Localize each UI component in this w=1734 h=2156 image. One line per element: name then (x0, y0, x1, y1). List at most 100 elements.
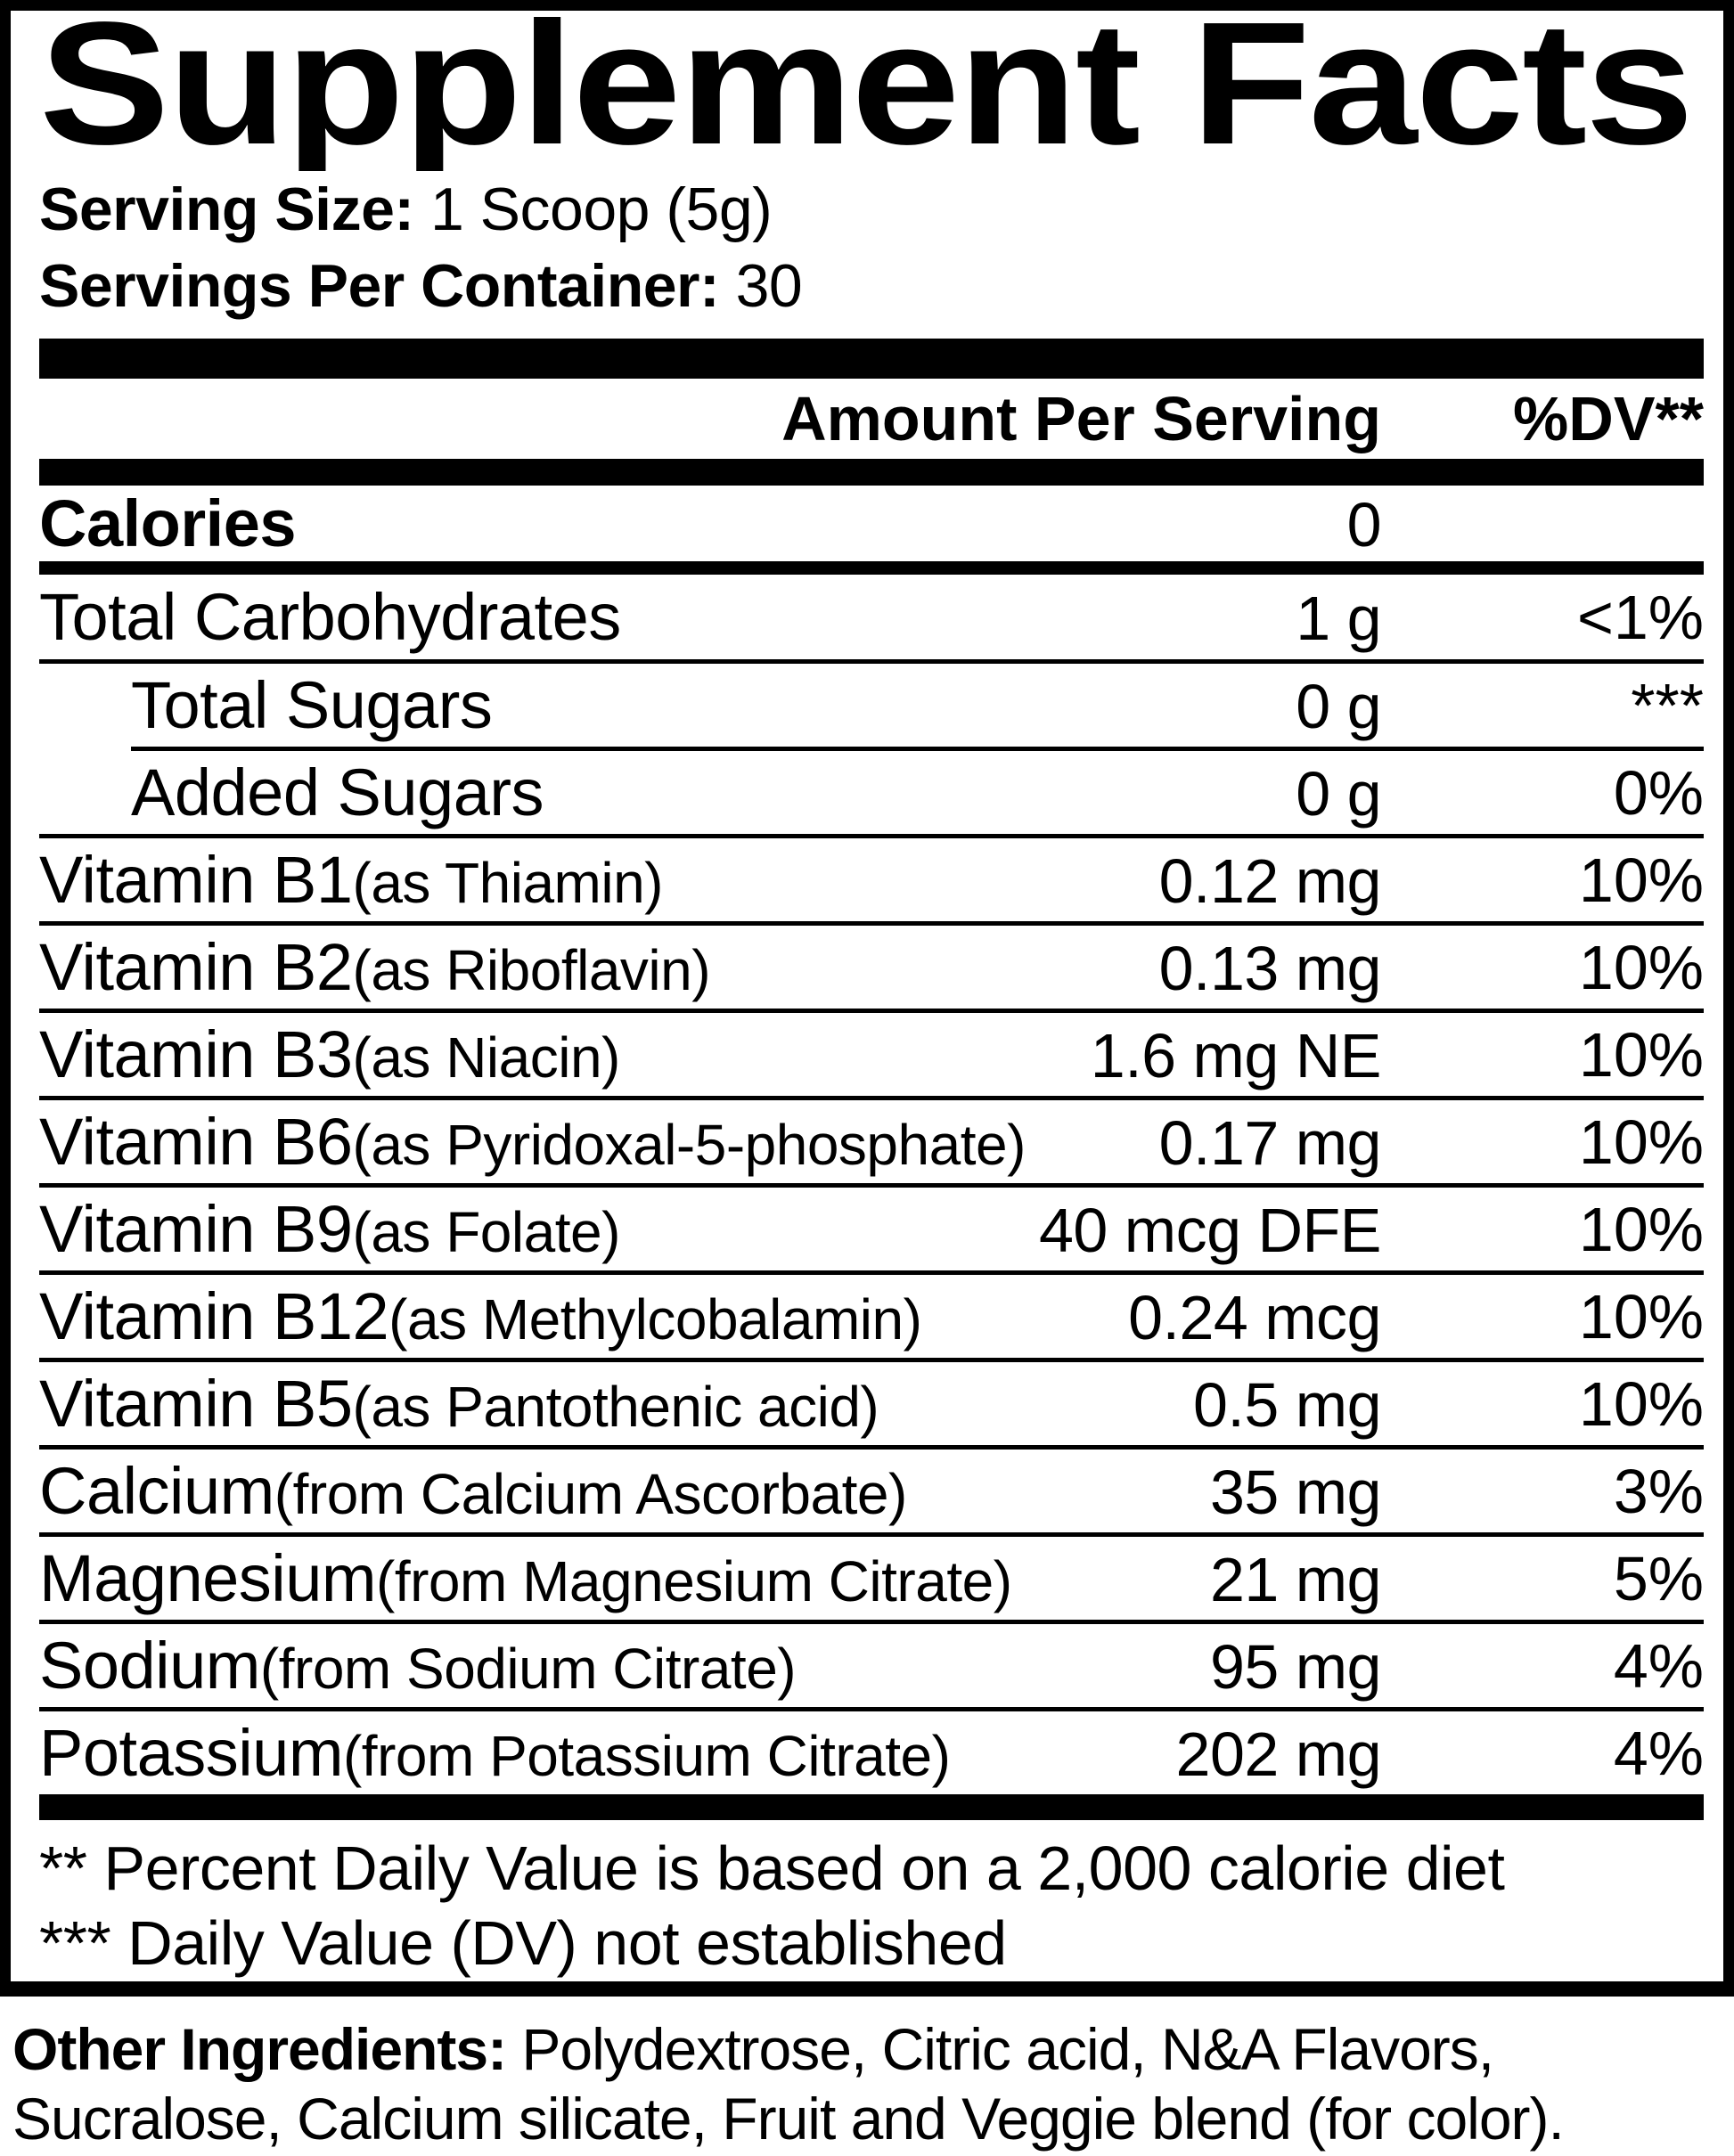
other-ingredients-line-1: Other Ingredients: Polydextrose, Citric … (12, 2014, 1734, 2084)
table-row: Vitamin B6(as Pyridoxal-5-phosphate) 0.17… (39, 1096, 1704, 1183)
nutrient-name: Potassium(from Potassium Citrate) (39, 1716, 951, 1790)
divider-bar-top (39, 339, 1704, 379)
nutrient-name: Magnesium(from Magnesium Citrate) (39, 1541, 1012, 1615)
nutrient-detail: (from Sodium Citrate) (259, 1637, 797, 1701)
table-row: Vitamin B2(as Riboflavin) 0.13 mg 10% (39, 921, 1704, 1009)
nutrient-name: Vitamin B5(as Pantothenic acid) (39, 1367, 879, 1441)
serving-size-line: Serving Size: 1 Scoop (5g) (39, 171, 1704, 248)
nutrient-amount: 40 mcg DFE (1039, 1196, 1382, 1265)
servings-per-container-label: Servings Per Container: (39, 252, 720, 320)
table-row: Added Sugars 0 g 0% (131, 747, 1704, 834)
other-ingredients-line-2: Sucralose, Calcium silicate, Fruit and V… (12, 2086, 1565, 2152)
row-left-cell: Calories 0 (39, 486, 1382, 561)
nutrient-amount: 202 mg (1175, 1719, 1382, 1789)
row-left-cell: Calcium(from Calcium Ascorbate) 35 mg (39, 1453, 1382, 1529)
divider-bar-bottom (39, 1794, 1704, 1820)
nutrient-detail: (as Niacin) (352, 1025, 621, 1090)
page-title: Supplement Facts (39, 11, 1694, 171)
nutrient-name: Vitamin B9(as Folate) (39, 1192, 621, 1266)
row-left-cell: Vitamin B5(as Pantothenic acid) 0.5 mg (39, 1366, 1382, 1441)
amount-per-serving-header: Amount Per Serving (781, 384, 1381, 453)
nutrient-name: Added Sugars (131, 755, 544, 829)
other-ingredients-text-1: Polydextrose, Citric acid, N&A Flavors, (521, 2016, 1494, 2082)
footnote-daily-value: ** Percent Daily Value is based on a 2,0… (39, 1833, 1505, 1903)
table-row: Potassium(from Potassium Citrate) 202 mg 4… (39, 1707, 1704, 1794)
row-left-cell: Added Sugars 0 g (131, 755, 1381, 830)
table-row: Vitamin B9(as Folate) 40 mcg DFE 10% (39, 1183, 1704, 1270)
nutrient-name: Vitamin B6(as Pyridoxal-5-phosphate) (39, 1105, 1026, 1179)
nutrient-dv: 5% (1613, 1543, 1704, 1613)
servings-per-container-line: Servings Per Container: 30 (39, 248, 1704, 324)
nutrient-name: Calcium(from Calcium Ascorbate) (39, 1454, 907, 1528)
nutrient-dv: 4% (1613, 1718, 1704, 1788)
table-row: Vitamin B3(as Niacin) 1.6 mg NE 10% (39, 1009, 1704, 1096)
nutrient-amount: 0.13 mg (1158, 934, 1382, 1003)
nutrient-name: Total Carbohydrates (39, 580, 621, 654)
row-left-cell: Vitamin B2(as Riboflavin) 0.13 mg (39, 929, 1382, 1005)
nutrient-dv: 10% (1578, 845, 1704, 915)
other-ingredients: Other Ingredients: Polydextrose, Citric … (12, 2014, 1734, 2153)
title-wrap: Supplement Facts (39, 11, 1704, 171)
nutrient-detail: (as Pyridoxal-5-phosphate) (352, 1113, 1026, 1177)
row-left-cell: Total Carbohydrates 1 g (39, 579, 1381, 655)
nutrient-detail: (from Potassium Citrate) (342, 1724, 951, 1788)
nutrient-dv: 3% (1613, 1456, 1704, 1526)
nutrient-detail: (as Methylcobalamin) (389, 1287, 922, 1352)
row-left-cell: Magnesium(from Magnesium Citrate) 21 mg (39, 1540, 1382, 1616)
row-left-cell: Total Sugars 0 g (39, 667, 1381, 743)
table-row: Total Sugars 0 g *** (39, 659, 1704, 747)
nutrient-detail: (as Pantothenic acid) (352, 1375, 879, 1439)
nutrient-amount: 35 mg (1209, 1458, 1382, 1527)
table-row: Vitamin B5(as Pantothenic acid) 0.5 mg 10% (39, 1358, 1704, 1445)
serving-size-label: Serving Size: (39, 176, 414, 243)
table-row: Calories 0 (39, 486, 1704, 561)
nutrient-dv: 10% (1578, 1107, 1704, 1177)
nutrient-dv: 10% (1578, 1368, 1704, 1439)
nutrient-amount: 95 mg (1209, 1632, 1382, 1702)
nutrient-dv: 10% (1578, 1194, 1704, 1264)
nutrient-name: Vitamin B12(as Methylcobalamin) (39, 1279, 922, 1353)
nutrient-dv: 10% (1578, 1281, 1704, 1352)
row-left-cell: Vitamin B12(as Methylcobalamin) 0.24 mcg (39, 1278, 1381, 1354)
nutrient-detail: (as Riboflavin) (352, 938, 711, 1002)
serving-size-value: 1 Scoop (5g) (429, 176, 773, 243)
row-left-cell: Vitamin B3(as Niacin) 1.6 mg NE (39, 1017, 1382, 1092)
nutrient-amount: 1 g (1296, 584, 1381, 653)
row-left-cell: Potassium(from Potassium Citrate) 202 mg (39, 1715, 1382, 1791)
nutrient-dv: 10% (1578, 932, 1704, 1002)
nutrient-amount: 21 mg (1209, 1545, 1382, 1614)
dv-header: %DV** (1513, 384, 1704, 453)
row-left-cell: Sodium(from Sodium Citrate) 95 mg (39, 1628, 1382, 1703)
nutrient-detail: (as Thiamin) (352, 851, 664, 915)
table-row: Total Carbohydrates 1 g <1% (39, 561, 1704, 659)
nutrient-name: Sodium(from Sodium Citrate) (39, 1629, 797, 1703)
table-row: Calcium(from Calcium Ascorbate) 35 mg 3% (39, 1445, 1704, 1532)
table-row: Vitamin B12(as Methylcobalamin) 0.24 mcg 1… (39, 1270, 1704, 1358)
table-row: Magnesium(from Magnesium Citrate) 21 mg 5% (39, 1532, 1704, 1620)
nutrient-amount: 1.6 mg NE (1090, 1021, 1382, 1090)
nutrient-dv: <1% (1576, 582, 1704, 652)
nutrient-amount: 0.24 mcg (1128, 1283, 1381, 1352)
nutrient-dv: 10% (1578, 1019, 1704, 1090)
nutrient-name: Calories (39, 486, 297, 560)
table-row: Sodium(from Sodium Citrate) 95 mg 4% (39, 1620, 1704, 1707)
other-ingredients-label: Other Ingredients: (12, 2016, 507, 2082)
nutrient-dv: *** (1631, 670, 1704, 740)
nutrient-amount: 0.5 mg (1193, 1370, 1382, 1440)
nutrient-name: Vitamin B3(as Niacin) (39, 1017, 621, 1091)
nutrient-detail: (from Calcium Ascorbate) (274, 1462, 907, 1526)
row-left-cell: Vitamin B9(as Folate) 40 mcg DFE (39, 1191, 1382, 1267)
nutrient-dv: 4% (1613, 1630, 1704, 1701)
facts-table-rows: Calories 0 Total Carbohydrates 1 g <1% Total … (39, 486, 1704, 1794)
footnotes: ** Percent Daily Value is based on a 2,0… (39, 1831, 1704, 1980)
servings-per-container-value: 30 (735, 252, 803, 320)
nutrient-amount: 0 g (1296, 672, 1381, 741)
nutrient-detail: (as Folate) (352, 1200, 621, 1264)
nutrient-name: Vitamin B1(as Thiamin) (39, 843, 664, 917)
nutrient-amount: 0.12 mg (1158, 846, 1382, 916)
footnote-dv-not-established: *** Daily Value (DV) not established (39, 1908, 1007, 1978)
nutrient-amount: 0 g (1296, 759, 1381, 829)
table-header-row: Amount Per Serving %DV** (39, 379, 1704, 459)
nutrient-amount: 0 (1346, 490, 1382, 559)
